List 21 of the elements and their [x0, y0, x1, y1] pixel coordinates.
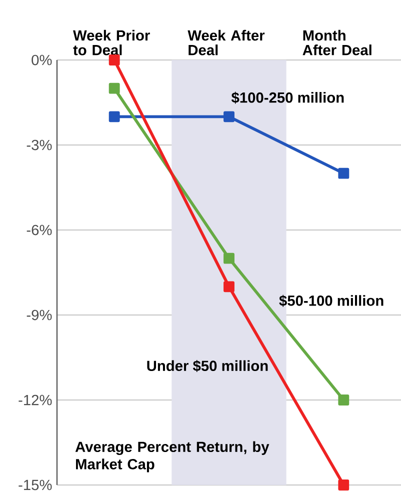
point	[224, 111, 234, 122]
y-tick-label: -12%	[18, 394, 52, 406]
x-tick-label: Week After Deal	[188, 30, 265, 56]
y-tick-label: -3%	[26, 140, 52, 150]
x-tick-label: Month After Deal	[302, 30, 372, 56]
point	[338, 394, 350, 406]
y-tick-label: -6%	[26, 224, 52, 236]
y-tick-label: -9%	[26, 310, 52, 320]
text: Average Percent Return, by Market Cap	[75, 441, 270, 472]
point	[224, 252, 234, 264]
series-label: $100-250 million	[231, 92, 344, 104]
point	[338, 168, 350, 179]
point	[108, 111, 120, 122]
point	[224, 281, 234, 292]
y-tick-label: 0%	[32, 54, 52, 66]
series-label: Under $50 million	[147, 360, 268, 372]
series-label: $50-100 million	[279, 294, 384, 307]
point	[108, 54, 120, 66]
point	[108, 82, 120, 94]
y-tick-label: -15%	[18, 480, 52, 490]
x-tick-label: Week Prior to Deal	[73, 30, 150, 56]
